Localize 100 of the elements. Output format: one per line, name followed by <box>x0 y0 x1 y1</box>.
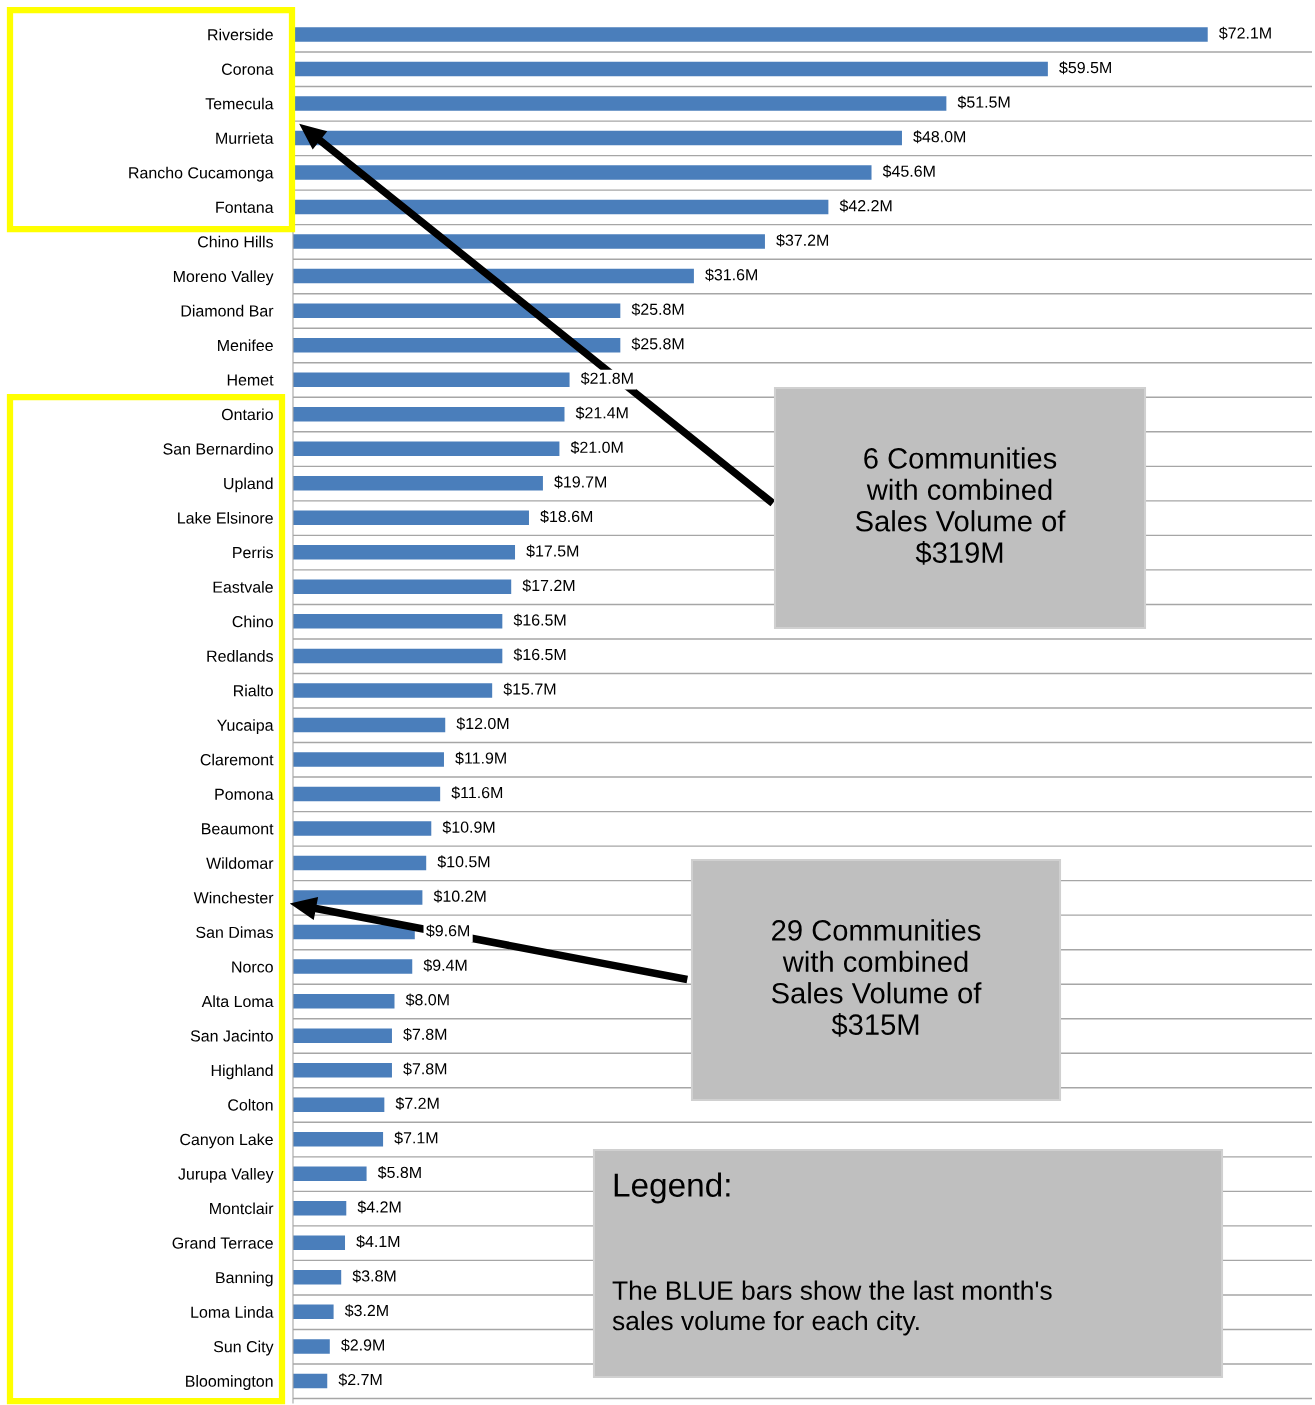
bar <box>293 752 444 767</box>
y-tick-label: Temecula <box>205 97 274 110</box>
bar <box>293 303 621 318</box>
data-label: $11.6M <box>451 786 503 800</box>
y-tick-label: Hemet <box>227 374 274 386</box>
bar <box>293 545 516 560</box>
bar <box>293 130 902 146</box>
y-tick-label: Riverside <box>208 28 273 41</box>
bar <box>293 1235 346 1251</box>
y-tick-label: Banning <box>216 1271 273 1287</box>
data-label: $48.0M <box>913 130 966 144</box>
y-tick-label: Chino <box>232 615 273 628</box>
data-label: $21.8M <box>580 371 633 385</box>
bar <box>293 510 529 526</box>
data-label: $15.7M <box>503 682 556 696</box>
y-tick-label: San Dimas <box>196 926 273 939</box>
bar <box>293 1097 385 1112</box>
annotation: 29 Communities with combined Sales Volume of $315M <box>771 919 982 1037</box>
bar <box>293 165 872 180</box>
annotation: Legend: <box>614 1172 730 1204</box>
data-label: $4.2M <box>357 1200 401 1214</box>
bar <box>293 1131 384 1147</box>
y-tick-label: Claremont <box>200 753 274 766</box>
bar <box>293 234 765 249</box>
data-label: $3.8M <box>352 1269 396 1283</box>
data-label: $59.5M <box>1059 61 1111 75</box>
bar <box>293 890 423 905</box>
bar <box>293 96 947 111</box>
data-label: $37.2M <box>776 233 829 247</box>
data-label: $2.9M <box>341 1338 384 1352</box>
data-label: $25.8M <box>631 302 684 316</box>
bar <box>293 199 829 215</box>
y-tick-label: Beaumont <box>202 823 274 835</box>
bar <box>293 337 621 353</box>
y-tick-label: Diamond Bar <box>181 304 274 317</box>
bar <box>293 683 493 698</box>
y-tick-label: Canyon Lake <box>180 1133 273 1149</box>
y-tick-label: Murrieta <box>216 132 274 144</box>
y-tick-label: Lake Elsinore <box>178 511 273 524</box>
y-tick-label: Norco <box>232 961 273 973</box>
y-tick-label: Wildomar <box>206 857 274 869</box>
data-label: $10.5M <box>437 855 490 869</box>
data-label: $3.2M <box>344 1304 388 1318</box>
data-label: $16.5M <box>513 613 566 627</box>
y-tick-label: Grand Terrace <box>172 1237 273 1249</box>
y-tick-label: Corona <box>221 63 274 75</box>
data-label: $21.4M <box>575 406 628 420</box>
data-label: $9.6M <box>426 924 469 938</box>
bar <box>293 1062 392 1078</box>
bar <box>293 1339 330 1354</box>
y-tick-label: Highland <box>211 1064 273 1080</box>
bar <box>293 579 512 595</box>
y-tick-label: Winchester <box>193 891 274 904</box>
y-tick-label: Bloomington <box>186 1375 273 1391</box>
data-label: $7.8M <box>403 1062 447 1076</box>
y-tick-label: Eastvale <box>213 581 273 593</box>
data-label: $21.0M <box>570 441 623 454</box>
bar <box>293 1304 334 1320</box>
bar <box>293 648 503 664</box>
data-label: $17.2M <box>522 579 575 593</box>
y-tick-label: Montclair <box>210 1202 274 1215</box>
y-tick-label: Yucaipa <box>217 719 274 735</box>
bar <box>293 614 503 629</box>
data-label: $19.7M <box>554 475 607 489</box>
data-label: $7.8M <box>403 1027 447 1041</box>
y-tick-label: Chino Hills <box>198 235 273 248</box>
bar <box>293 1201 347 1216</box>
y-tick-label: Colton <box>228 1098 273 1111</box>
bar <box>293 372 570 387</box>
data-label: $11.9M <box>455 751 506 765</box>
bar <box>293 441 560 456</box>
y-tick-label: Sun City <box>213 1340 274 1356</box>
data-label: $12.0M <box>456 717 509 731</box>
y-tick-label: Moreno Valley <box>173 270 274 286</box>
bar <box>293 61 1048 77</box>
data-label: $45.6M <box>882 164 935 178</box>
bar <box>293 27 1208 42</box>
bar <box>293 1270 342 1285</box>
annotation: 6 Communities with combined Sales Volume of $319M <box>855 447 1066 565</box>
data-label: $42.2M <box>839 199 892 213</box>
y-tick-label: Rialto <box>234 684 273 697</box>
bar <box>293 786 441 802</box>
data-label: $2.7M <box>338 1373 382 1387</box>
bar <box>293 1028 392 1043</box>
bar <box>293 476 543 491</box>
y-tick-label: San Jacinto <box>190 1029 273 1042</box>
y-tick-label: Jurupa Valley <box>178 1167 274 1183</box>
data-label: $10.2M <box>433 889 486 903</box>
data-label: $10.9M <box>442 820 495 834</box>
data-label: $16.5M <box>513 648 566 662</box>
y-tick-label: Perris <box>233 546 273 559</box>
data-label: $31.6M <box>705 268 757 282</box>
annotation: The BLUE bars show the last month's sales volume for each city. <box>612 1280 1052 1336</box>
y-tick-label: Loma Linda <box>191 1306 274 1318</box>
y-tick-label: Pomona <box>215 788 274 800</box>
bar <box>293 855 427 871</box>
y-tick-label: Redlands <box>207 650 273 662</box>
bar <box>293 717 446 733</box>
bar <box>293 1166 367 1181</box>
data-label: $5.8M <box>377 1166 421 1179</box>
